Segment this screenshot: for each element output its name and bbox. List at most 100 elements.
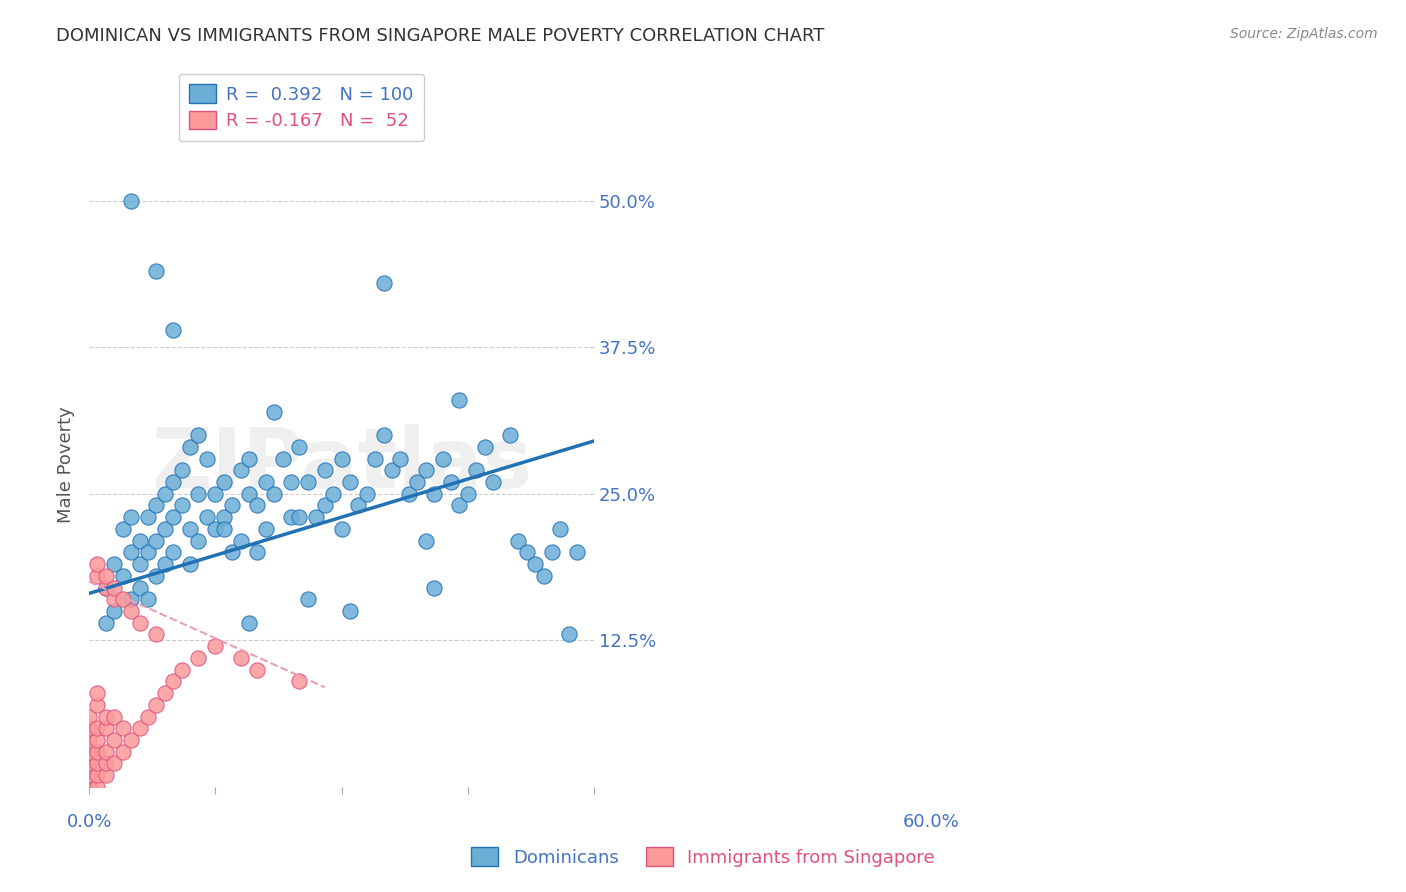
Point [415, 533, 437, 548]
Point [364, 451, 387, 466]
Y-axis label: Male Poverty: Male Poverty [58, 406, 75, 523]
Point [94, 569, 117, 583]
Point [153, 557, 176, 571]
Point [212, 475, 235, 489]
Point [86, 768, 108, 782]
Point [288, 674, 311, 689]
Point [229, 533, 252, 548]
Point [103, 604, 125, 618]
Point [111, 745, 134, 759]
Point [238, 451, 260, 466]
Point [86, 557, 108, 571]
Point [432, 451, 454, 466]
Point [567, 545, 589, 559]
Point [533, 569, 555, 583]
Point [440, 475, 463, 489]
Point [541, 545, 564, 559]
Point [145, 569, 167, 583]
Point [246, 545, 269, 559]
Point [263, 487, 285, 501]
Point [170, 463, 193, 477]
Point [339, 604, 361, 618]
Point [136, 545, 159, 559]
Point [111, 721, 134, 735]
Point [449, 499, 471, 513]
Point [254, 522, 277, 536]
Point [145, 627, 167, 641]
Point [86, 686, 108, 700]
Point [77, 756, 100, 771]
Text: ZIPatlas: ZIPatlas [150, 424, 531, 505]
Point [94, 581, 117, 595]
Point [77, 780, 100, 794]
Point [120, 592, 142, 607]
Point [77, 780, 100, 794]
Point [254, 475, 277, 489]
Point [246, 499, 269, 513]
Point [474, 440, 496, 454]
Legend: R =  0.392   N = 100, R = -0.167   N =  52: R = 0.392 N = 100, R = -0.167 N = 52 [179, 73, 423, 141]
Point [389, 451, 412, 466]
Point [288, 510, 311, 524]
Point [280, 475, 302, 489]
Point [170, 663, 193, 677]
Point [153, 522, 176, 536]
Point [271, 451, 294, 466]
Point [86, 756, 108, 771]
Point [162, 322, 184, 336]
Point [103, 756, 125, 771]
Point [94, 721, 117, 735]
Point [229, 463, 252, 477]
Point [111, 569, 134, 583]
Point [145, 698, 167, 712]
Point [145, 533, 167, 548]
Point [86, 780, 108, 794]
Point [558, 627, 581, 641]
Point [162, 545, 184, 559]
Text: 60.0%: 60.0% [903, 813, 959, 830]
Point [516, 545, 538, 559]
Point [111, 522, 134, 536]
Point [179, 557, 201, 571]
Point [94, 745, 117, 759]
Point [86, 733, 108, 747]
Point [120, 733, 142, 747]
Point [550, 522, 572, 536]
Point [297, 475, 319, 489]
Point [238, 487, 260, 501]
Point [263, 404, 285, 418]
Point [77, 780, 100, 794]
Point [195, 510, 218, 524]
Point [77, 709, 100, 723]
Point [465, 463, 488, 477]
Text: 0.0%: 0.0% [66, 813, 111, 830]
Point [482, 475, 505, 489]
Point [398, 487, 420, 501]
Point [162, 674, 184, 689]
Point [136, 709, 159, 723]
Point [373, 276, 395, 290]
Point [288, 440, 311, 454]
Point [103, 709, 125, 723]
Point [179, 522, 201, 536]
Point [128, 581, 150, 595]
Point [77, 733, 100, 747]
Text: DOMINICAN VS IMMIGRANTS FROM SINGAPORE MALE POVERTY CORRELATION CHART: DOMINICAN VS IMMIGRANTS FROM SINGAPORE M… [56, 27, 824, 45]
Point [103, 581, 125, 595]
Point [86, 569, 108, 583]
Point [179, 440, 201, 454]
Text: Source: ZipAtlas.com: Source: ZipAtlas.com [1230, 27, 1378, 41]
Point [373, 428, 395, 442]
Point [423, 487, 446, 501]
Point [187, 651, 209, 665]
Point [77, 721, 100, 735]
Point [128, 615, 150, 630]
Point [120, 510, 142, 524]
Point [305, 510, 328, 524]
Point [86, 721, 108, 735]
Point [128, 557, 150, 571]
Point [170, 499, 193, 513]
Point [94, 756, 117, 771]
Point [187, 533, 209, 548]
Point [212, 510, 235, 524]
